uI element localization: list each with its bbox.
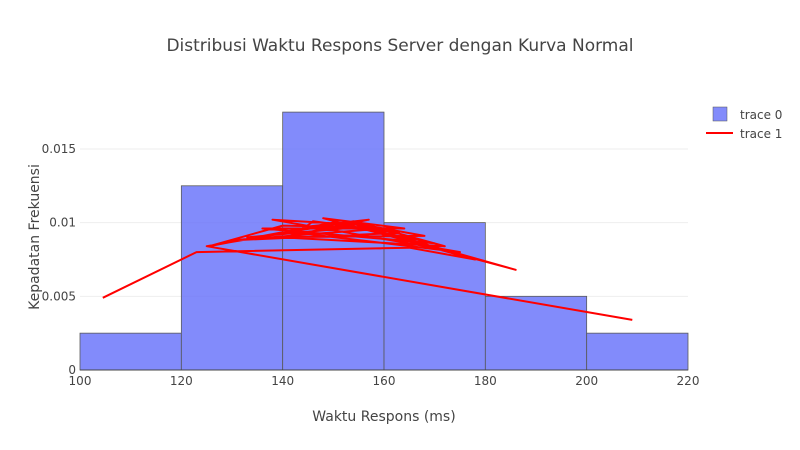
- y-tick-labels: 0 0.005 0.01 0.015: [42, 142, 76, 377]
- x-axis-title: Waktu Respons (ms): [312, 409, 455, 425]
- legend-label-trace-1[interactable]: trace 1: [740, 127, 782, 141]
- chart-title: Distribusi Waktu Respons Server dengan K…: [166, 36, 633, 56]
- x-tick-label: 180: [474, 374, 497, 388]
- histogram-bar[interactable]: [180, 185, 284, 371]
- x-tick-label: 220: [677, 374, 700, 388]
- histogram-bar[interactable]: [79, 332, 182, 371]
- bars-layer: [79, 111, 689, 371]
- legend: trace 0 trace 1: [706, 106, 782, 141]
- y-tick-label: 0.015: [42, 142, 76, 156]
- x-tick-label: 160: [373, 374, 396, 388]
- histogram-bar[interactable]: [586, 332, 689, 371]
- x-tick-label: 120: [170, 374, 193, 388]
- x-tick-label: 200: [575, 374, 598, 388]
- legend-label-trace-0[interactable]: trace 0: [740, 108, 782, 122]
- y-tick-label: 0.01: [49, 216, 76, 230]
- y-tick-label: 0.005: [42, 289, 76, 303]
- y-axis-title: Kepadatan Frekuensi: [27, 164, 43, 310]
- x-tick-labels: 100 120 140 160 180 200 220: [69, 374, 700, 388]
- histogram-bar[interactable]: [484, 295, 588, 371]
- x-tick-label: 100: [69, 374, 92, 388]
- line-layer: [102, 217, 633, 321]
- y-tick-label: 0: [68, 363, 76, 377]
- normal-curve-line[interactable]: [102, 217, 633, 321]
- legend-swatch-trace-0[interactable]: [712, 106, 728, 122]
- x-tick-label: 140: [271, 374, 294, 388]
